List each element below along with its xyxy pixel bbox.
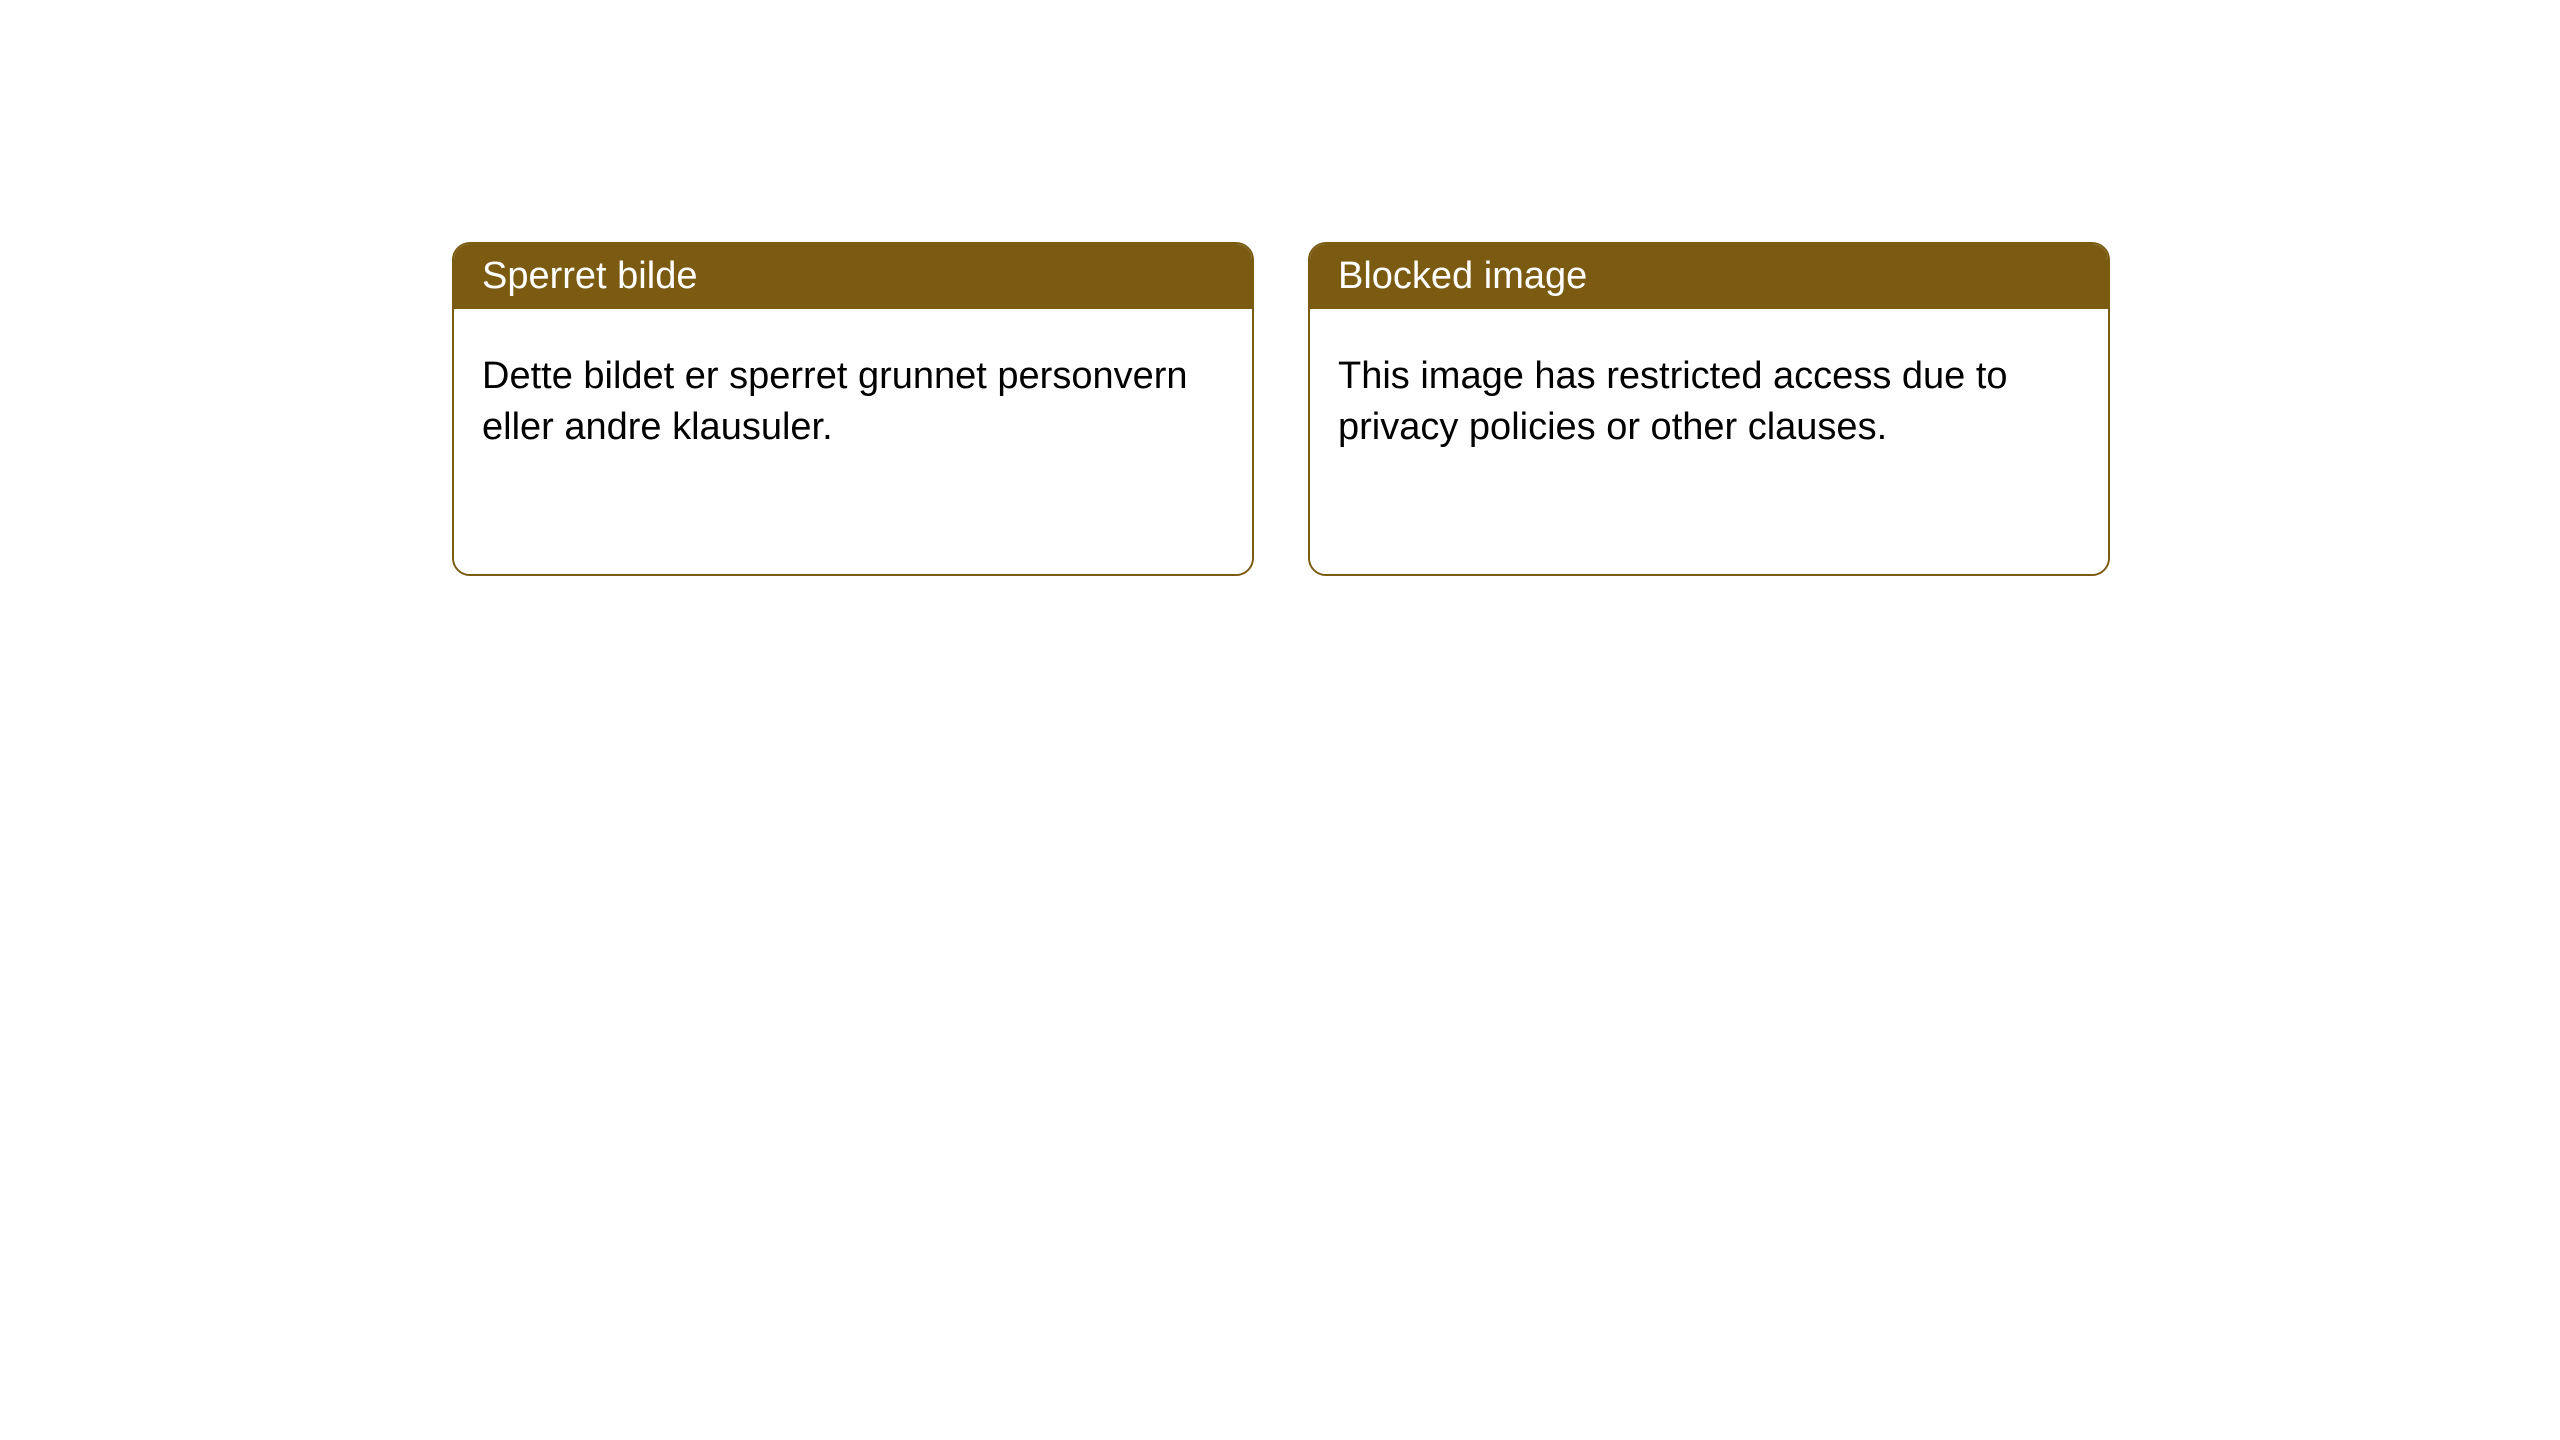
- card-blocked-en: Blocked image This image has restricted …: [1308, 242, 2110, 576]
- card-header: Sperret bilde: [454, 244, 1252, 309]
- card-header: Blocked image: [1310, 244, 2108, 309]
- card-title: Blocked image: [1338, 255, 1587, 297]
- card-body: Dette bildet er sperret grunnet personve…: [454, 309, 1252, 574]
- card-body-text: Dette bildet er sperret grunnet personve…: [482, 355, 1188, 448]
- card-body: This image has restricted access due to …: [1310, 309, 2108, 574]
- card-body-text: This image has restricted access due to …: [1338, 355, 2008, 448]
- cards-container: Sperret bilde Dette bildet er sperret gr…: [452, 242, 2110, 576]
- card-blocked-no: Sperret bilde Dette bildet er sperret gr…: [452, 242, 1254, 576]
- card-title: Sperret bilde: [482, 255, 697, 297]
